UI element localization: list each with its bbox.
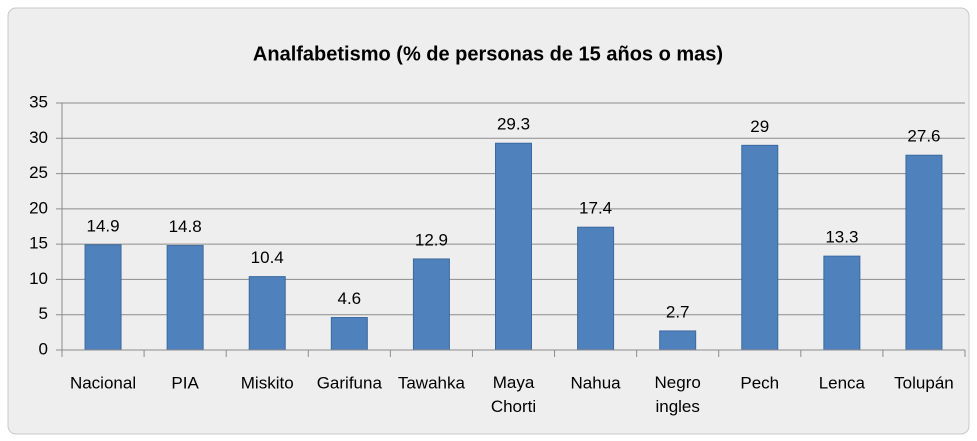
value-label: 27.6	[907, 127, 940, 146]
y-tick-label: 35	[29, 92, 48, 111]
bar	[166, 245, 204, 351]
value-label: 12.9	[415, 230, 448, 249]
bar	[330, 317, 368, 351]
x-tick-label: Nacional	[70, 373, 136, 392]
bar	[823, 255, 861, 351]
bar	[495, 142, 532, 351]
bar	[741, 144, 779, 351]
bar	[412, 258, 450, 351]
x-tick-label: Miskito	[241, 373, 294, 392]
y-tick-label: 25	[29, 163, 48, 182]
y-tick-label: 0	[39, 339, 48, 358]
bar	[84, 244, 122, 351]
x-tick-label: Lenca	[819, 373, 866, 392]
value-label: 29	[750, 117, 769, 136]
value-label: 13.3	[825, 228, 858, 247]
x-tick-label: Negro ingles	[655, 373, 701, 416]
value-label: 2.7	[666, 302, 690, 321]
x-tick-label: PIA	[171, 373, 199, 392]
x-tick-label: Garifuna	[317, 373, 383, 392]
y-tick-label: 10	[29, 269, 48, 288]
y-tick-label: 20	[29, 198, 48, 217]
bar	[659, 330, 697, 351]
x-tick-label: Tawahka	[398, 373, 466, 392]
value-label: 29.3	[497, 115, 530, 134]
value-label: 4.6	[337, 289, 361, 308]
x-tick-label: Nahua	[571, 373, 622, 392]
bar	[905, 154, 943, 351]
y-tick-label: 15	[29, 234, 48, 253]
value-label: 14.9	[86, 216, 119, 235]
chart-frame	[7, 7, 970, 435]
bar	[248, 276, 286, 351]
value-label: 17.4	[579, 199, 612, 218]
value-label: 10.4	[251, 248, 284, 267]
bar	[577, 226, 615, 351]
chart-title: Analfabetismo (% de personas de 15 años …	[253, 43, 723, 65]
y-tick-label: 30	[29, 128, 48, 147]
y-tick-label: 5	[39, 304, 48, 323]
value-label: 14.8	[169, 217, 202, 236]
x-tick-label: Tolupán	[894, 373, 954, 392]
x-tick-label: Pech	[740, 373, 779, 392]
x-tick-label: Maya Chorti	[491, 373, 536, 416]
